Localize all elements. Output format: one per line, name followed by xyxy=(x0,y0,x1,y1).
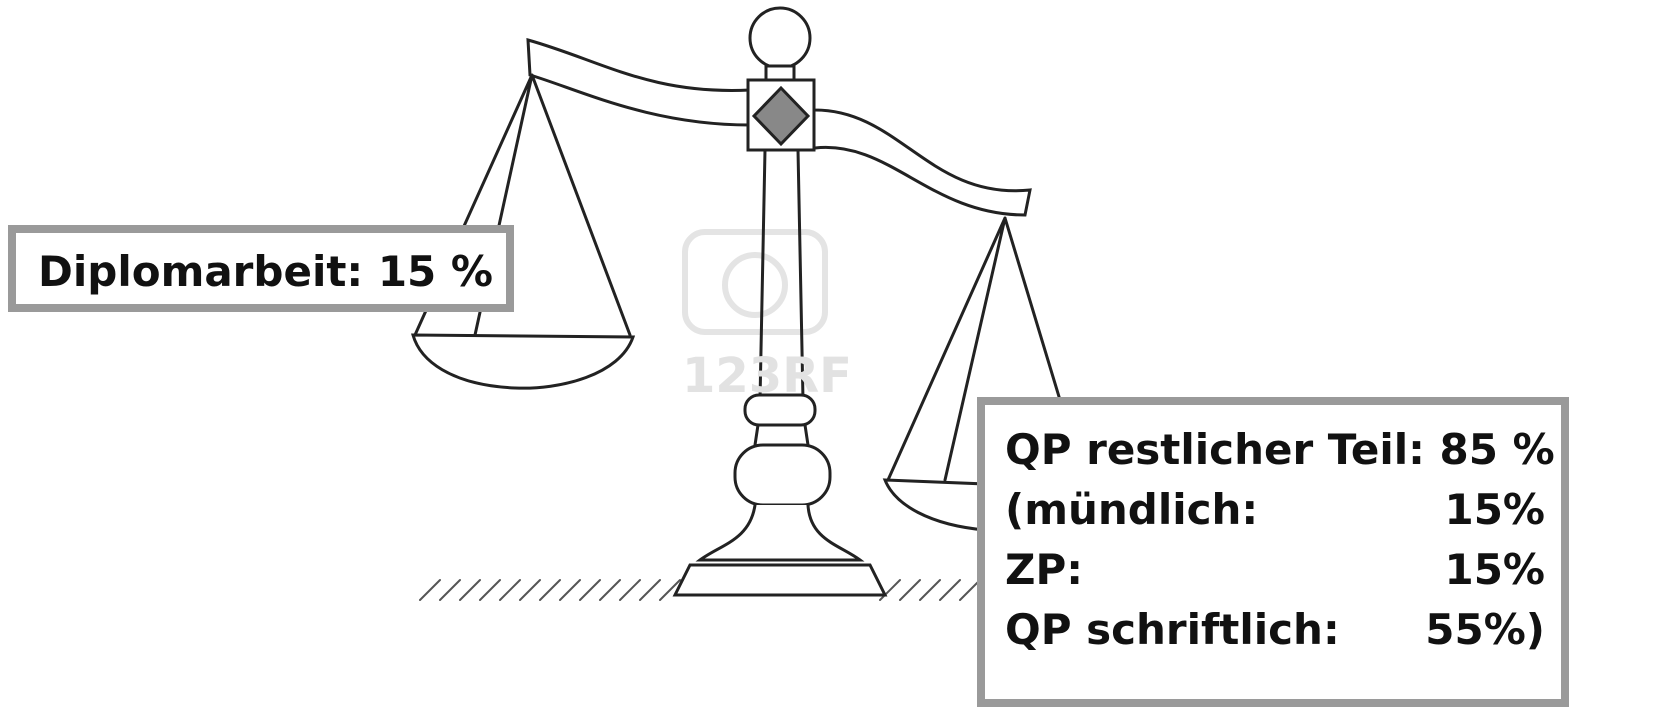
watermark: 123RF xyxy=(682,348,852,404)
thesis-weight-label: Diplomarbeit: 15 % xyxy=(38,247,506,296)
component-label: QP schriftlich: xyxy=(1005,605,1415,654)
slide: 123RF Diplomarbeit: 15 % QP restlicher T… xyxy=(0,0,1675,707)
component-value: 15% xyxy=(1415,485,1545,534)
exam-weight-row: QP restlicher Teil: 85 % xyxy=(1005,419,1561,479)
exam-weight-row: ZP: 15% xyxy=(1005,539,1561,599)
exam-weight-row: QP schriftlich: 55%) xyxy=(1005,599,1561,659)
exam-weight-box: QP restlicher Teil: 85 % (mündlich: 15% … xyxy=(977,397,1569,707)
component-value: 15% xyxy=(1415,545,1545,594)
component-label: (mündlich: xyxy=(1005,485,1415,534)
exam-weight-row: (mündlich: 15% xyxy=(1005,479,1561,539)
component-value: 55%) xyxy=(1415,605,1545,654)
exam-weight-heading: QP restlicher Teil: 85 % xyxy=(1005,425,1555,474)
thesis-weight-box: Diplomarbeit: 15 % xyxy=(8,225,514,312)
component-label: ZP: xyxy=(1005,545,1415,594)
